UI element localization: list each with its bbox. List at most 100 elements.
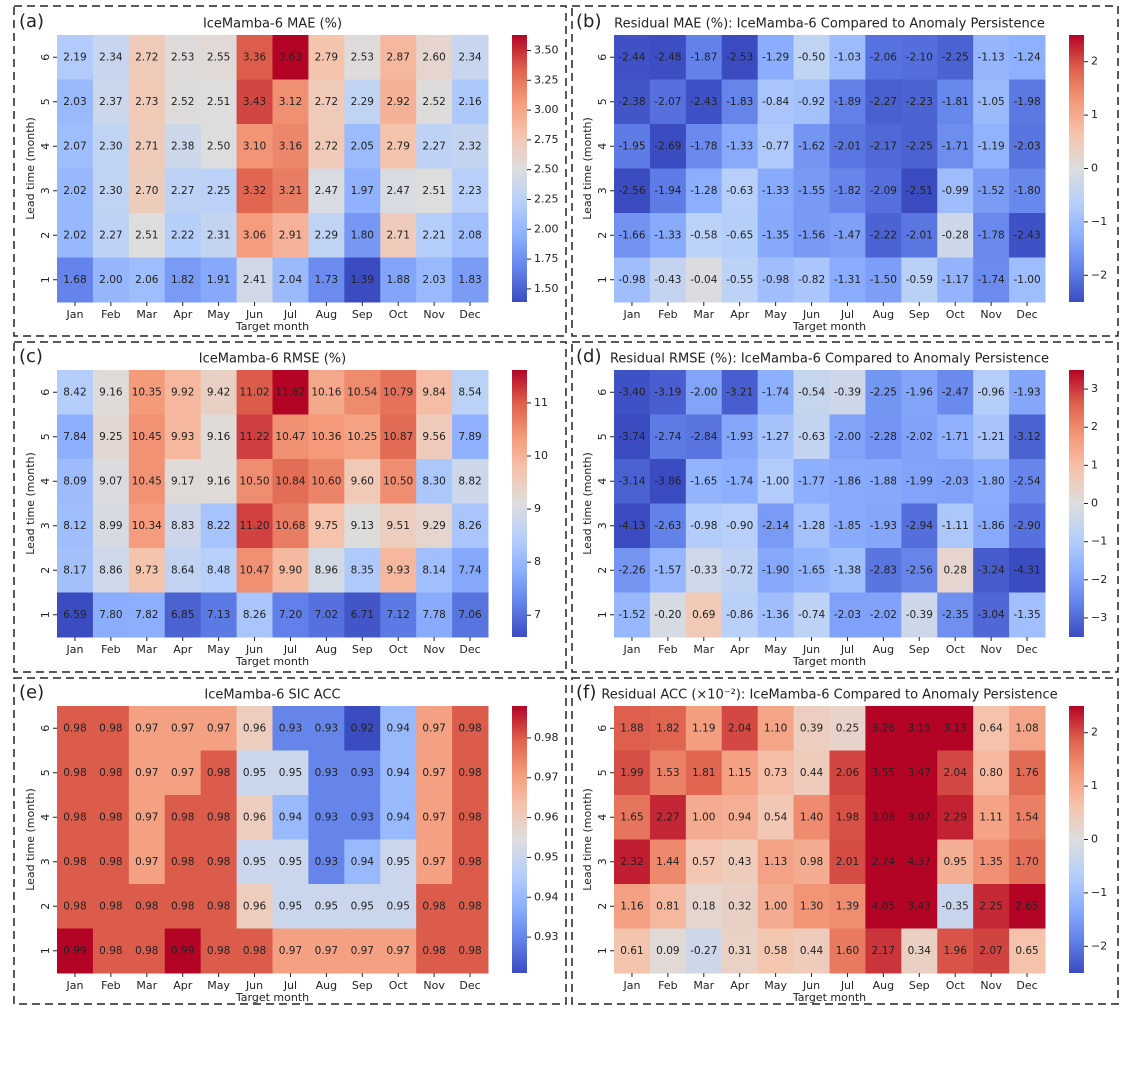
cell-label: 1.11 (979, 811, 1002, 823)
cell-label: -2.48 (654, 51, 681, 63)
cell-label: 10.47 (240, 564, 270, 576)
heatmap-cell (793, 168, 830, 214)
heatmap-cell (649, 168, 687, 214)
cell-label: -1.03 (834, 51, 861, 63)
heatmap-cell (649, 370, 687, 415)
cell-label: 2.05 (351, 140, 374, 152)
heatmap-cell (865, 928, 902, 974)
cell-label: -0.82 (798, 274, 825, 286)
colorbar-tick-label: 2.50 (534, 163, 559, 176)
heatmap-cell (380, 928, 417, 974)
cell-label: 0.65 (1015, 945, 1038, 957)
x-tick-label: Jan (622, 979, 640, 992)
cell-label: 10.47 (275, 431, 305, 443)
cell-label: 2.70 (135, 185, 158, 197)
cell-label: 7.12 (387, 609, 410, 621)
heatmap-cell (92, 706, 130, 751)
heatmap-cell (164, 213, 202, 258)
colorbar-tick-label: 0 (1091, 497, 1098, 510)
cell-label: -1.62 (798, 140, 825, 152)
cell-label: 0.97 (135, 811, 158, 823)
cell-label: 2.65 (1015, 900, 1038, 912)
heatmap-cell (721, 79, 759, 125)
chart-title: IceMamba-6 MAE (%) (203, 17, 342, 32)
cell-label: 11.20 (240, 520, 270, 532)
heatmap-cell (793, 124, 830, 169)
heatmap-cell (937, 839, 974, 885)
heatmap-cell (865, 503, 902, 549)
y-tick-label: 4 (39, 143, 52, 150)
heatmap-cell (1009, 459, 1046, 504)
x-tick-label: Jun (245, 643, 263, 656)
heatmap-cell (757, 884, 795, 929)
heatmap-cell (937, 795, 974, 840)
heatmap-cell (416, 35, 453, 80)
heatmap-cell (793, 459, 830, 504)
cell-label: 8.35 (351, 564, 374, 576)
cell-label: 0.44 (800, 767, 824, 779)
heatmap-cell (973, 706, 1010, 751)
heatmap-cell (937, 459, 974, 504)
y-tick-label: 4 (596, 478, 609, 485)
cell-label: 0.97 (135, 722, 158, 734)
heatmap-cell (164, 592, 202, 638)
y-tick-label: 4 (39, 478, 52, 485)
cell-label: -2.69 (654, 140, 681, 152)
heatmap-cell (128, 35, 166, 80)
heatmap-cell (721, 706, 759, 751)
cell-label: -1.89 (834, 96, 861, 108)
heatmap-cell (937, 548, 974, 593)
heatmap-cell (757, 370, 795, 415)
heatmap-cell (416, 750, 453, 796)
cell-label: 0.97 (422, 811, 445, 823)
heatmap-cell (380, 592, 417, 638)
heatmap-cell (937, 370, 974, 415)
cell-label: 8.86 (99, 564, 123, 576)
heatmap-cell (865, 839, 902, 885)
heatmap-cell (236, 79, 273, 125)
x-tick-label: Mar (693, 643, 714, 656)
heatmap-cell (685, 592, 723, 638)
heatmap-cell (416, 928, 453, 974)
heatmap-cell (92, 839, 130, 885)
heatmap-cell (416, 213, 453, 258)
colorbar-tick-label: 0.94 (534, 890, 559, 903)
y-tick-label: 3 (596, 522, 609, 529)
heatmap-cell (92, 168, 130, 214)
cell-label: 9.16 (99, 386, 123, 398)
heatmap-cell (272, 592, 309, 638)
cell-label: 0.95 (279, 856, 302, 868)
heatmap-cell (308, 884, 345, 929)
heatmap-cell (164, 928, 202, 974)
heatmap-cell (416, 839, 453, 885)
heatmap-cell (164, 459, 202, 504)
cell-label: 1.60 (836, 945, 859, 957)
cell-label: -1.21 (978, 431, 1005, 443)
cell-label: 0.98 (171, 811, 194, 823)
cell-label: 8.22 (207, 520, 230, 532)
heatmap-cell (721, 459, 759, 504)
cell-label: 2.72 (315, 140, 338, 152)
y-axis-label: Lead time (month) (24, 452, 37, 555)
heatmap-cell (829, 750, 866, 796)
heatmap-cell (272, 257, 309, 303)
cell-label: 3.55 (872, 767, 895, 779)
heatmap-cell (308, 459, 345, 504)
heatmap-cell (272, 706, 309, 751)
heatmap-cell (614, 928, 651, 974)
cell-label: 0.95 (387, 900, 410, 912)
heatmap-cell (200, 928, 238, 974)
cell-label: 2.31 (207, 229, 230, 241)
heatmap-cell (57, 503, 94, 549)
heatmap-cell (685, 35, 723, 80)
cell-label: 2.91 (279, 229, 302, 241)
cell-label: -4.13 (618, 520, 645, 532)
cell-label: -2.09 (870, 185, 897, 197)
cell-label: 0.31 (728, 945, 751, 957)
y-tick-label: 1 (39, 947, 52, 954)
cell-label: 0.18 (692, 900, 715, 912)
cell-label: -2.94 (906, 520, 933, 532)
cell-label: 10.84 (275, 475, 305, 487)
cell-label: 1.00 (764, 900, 787, 912)
cell-label: 0.97 (171, 722, 194, 734)
